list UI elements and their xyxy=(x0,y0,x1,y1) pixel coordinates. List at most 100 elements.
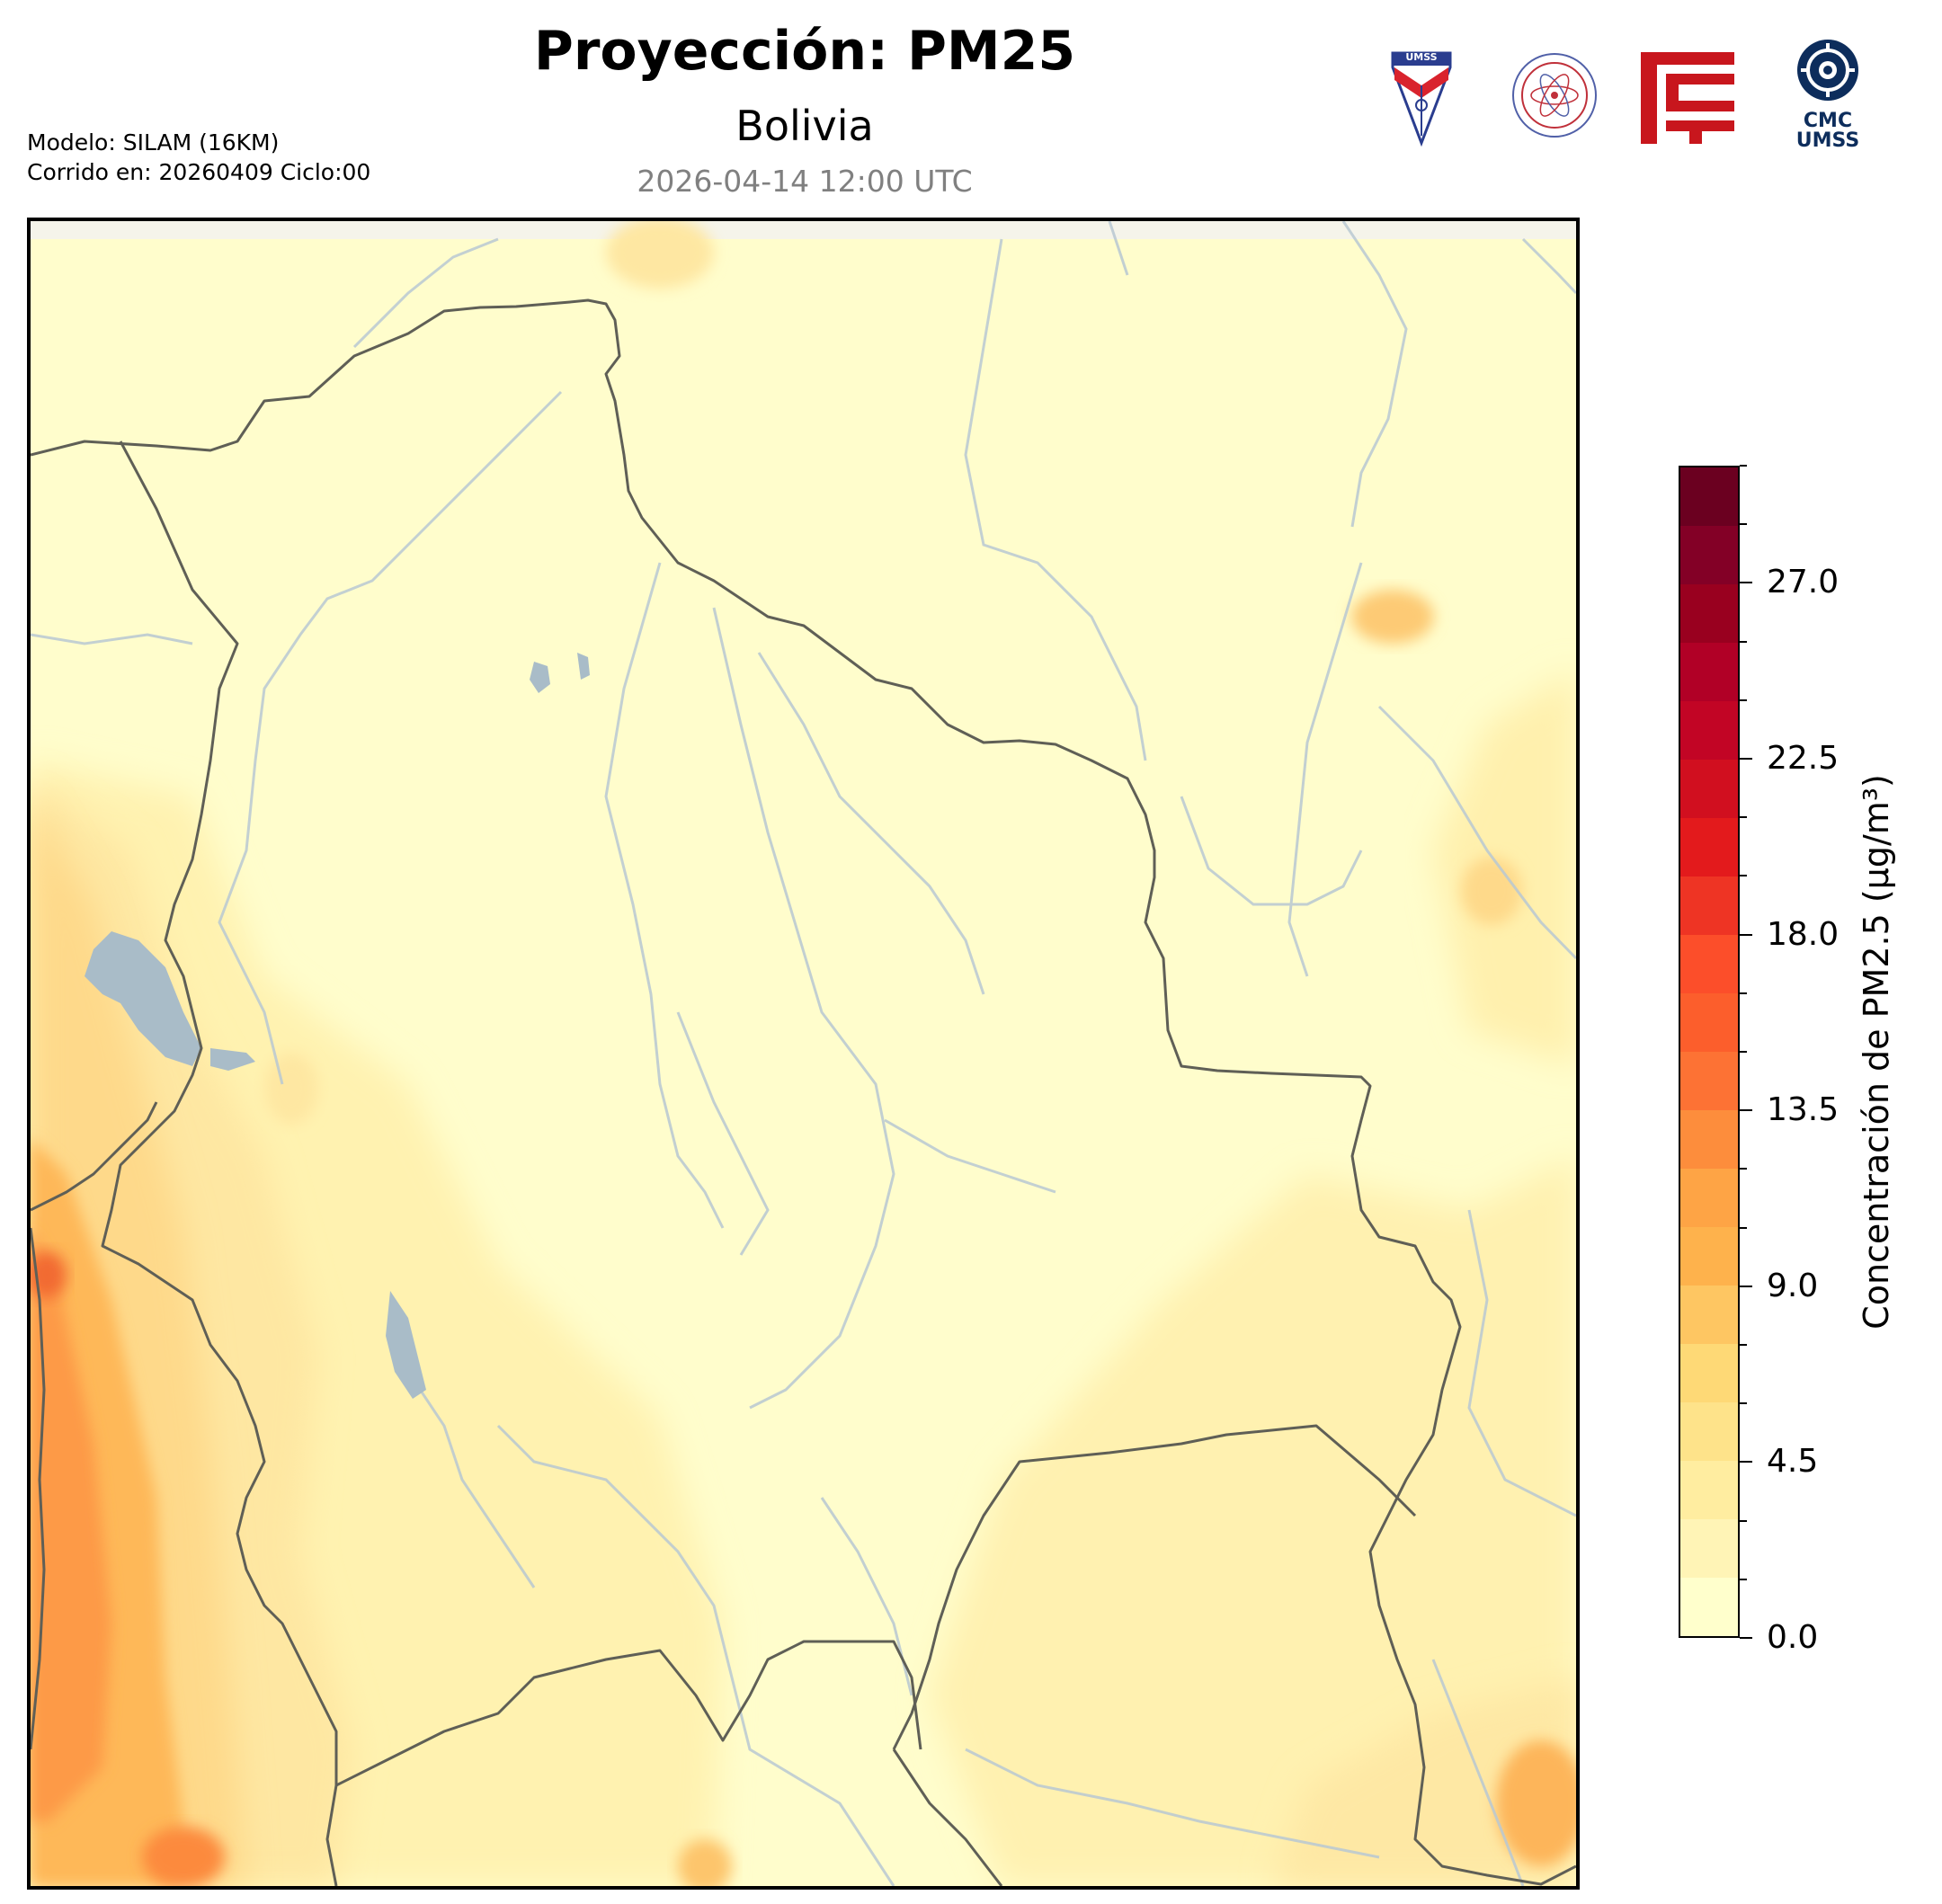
colorbar-segment xyxy=(1680,584,1738,643)
pm25-patch-center-west xyxy=(264,1053,318,1125)
colorbar-minor-tick xyxy=(1740,1226,1747,1229)
pm25-concentration-map xyxy=(27,218,1580,1890)
colorbar-minor-tick xyxy=(1740,698,1747,701)
river xyxy=(1377,705,1576,960)
river xyxy=(1467,1209,1576,1517)
colorbar-minor-tick xyxy=(1740,1051,1747,1053)
colorbar-tick-label: 0.0 xyxy=(1767,1619,1819,1656)
colorbar-segment xyxy=(1680,1402,1738,1461)
colorbar-minor-tick xyxy=(1740,1168,1747,1170)
colorbar-minor-tick xyxy=(1740,640,1747,643)
colorbar-major-tick xyxy=(1740,933,1752,936)
model-info: Modelo: SILAM (16KM) Corrido en: 2026040… xyxy=(27,128,370,187)
lake-rogagua xyxy=(530,662,550,693)
river xyxy=(604,562,725,1229)
colorbar-segment xyxy=(1680,1052,1738,1110)
run-info: Corrido en: 20260409 Ciclo:00 xyxy=(27,159,371,185)
bolivia-border-south xyxy=(892,1424,1417,1750)
colorbar-segment xyxy=(1680,1227,1738,1286)
lake-small xyxy=(577,653,590,680)
river xyxy=(884,1118,1056,1194)
rivers xyxy=(31,221,1576,1886)
umss-logo-text: UMSS xyxy=(1405,51,1438,63)
bolivia-border-west xyxy=(101,440,338,1886)
colorbar-segment xyxy=(1680,935,1738,993)
river xyxy=(964,238,1147,761)
colorbar-tick-label: 9.0 xyxy=(1767,1267,1819,1304)
colorbar-minor-tick xyxy=(1740,992,1747,994)
lakes xyxy=(85,653,590,1399)
river xyxy=(1287,562,1363,977)
forecast-datetime: 2026-04-14 12:00 UTC xyxy=(637,164,973,199)
lake-poopo xyxy=(386,1291,426,1399)
river xyxy=(1180,796,1363,906)
colorbar-segment xyxy=(1680,643,1738,701)
colorbar-tick-label: 4.5 xyxy=(1767,1443,1819,1481)
river xyxy=(218,390,563,1085)
pm25-hotspot-west xyxy=(31,1251,67,1298)
colorbar-segment xyxy=(1680,760,1738,818)
colorbar-major-tick xyxy=(1740,582,1752,584)
lake-uru-uru xyxy=(210,1048,255,1071)
country-borders xyxy=(31,298,1576,1886)
colorbar-segment xyxy=(1680,526,1738,584)
pm25-patch-south-center xyxy=(678,1839,732,1886)
peru-chile-border xyxy=(31,1101,158,1212)
colorbar-segment xyxy=(1680,1578,1738,1636)
river xyxy=(1521,237,1576,295)
pm25-hotspot-east xyxy=(1461,857,1522,925)
colorbar-minor-tick xyxy=(1740,1402,1747,1405)
colorbar-minor-tick xyxy=(1740,816,1747,819)
river xyxy=(1341,221,1408,528)
colorbar-major-tick xyxy=(1740,1637,1752,1639)
colorbar-major-tick xyxy=(1740,1109,1752,1112)
chile-border xyxy=(31,1227,46,1750)
river xyxy=(496,1424,895,1886)
colorbar-major-tick xyxy=(1740,758,1752,760)
river xyxy=(1108,221,1129,276)
colorbar-tick-label: 13.5 xyxy=(1767,1091,1840,1129)
pm25-hotspot-northeast xyxy=(1351,590,1434,644)
colorbar-minor-tick xyxy=(1740,465,1747,467)
colorbar-segment xyxy=(1680,1286,1738,1344)
colorbar-minor-tick xyxy=(1740,1519,1747,1522)
river xyxy=(352,237,499,349)
river xyxy=(965,1748,1380,1859)
colorbar-tick-label: 27.0 xyxy=(1767,564,1840,601)
colorbar-segment xyxy=(1680,818,1738,876)
colorbar-segment xyxy=(1680,1519,1738,1578)
colorbar-segment xyxy=(1680,701,1738,760)
colorbar-segment xyxy=(1680,467,1738,526)
lake-titicaca xyxy=(85,931,201,1066)
cmc-umss-logo-text: CMC UMSS xyxy=(1795,110,1860,152)
colorbar xyxy=(1679,466,1740,1638)
colorbar-tick-label: 18.0 xyxy=(1767,915,1840,953)
river xyxy=(406,1371,536,1588)
river xyxy=(757,652,985,995)
colorbar-segment xyxy=(1680,876,1738,935)
colorbar-segment xyxy=(1680,1169,1738,1227)
page-title: Proyección: PM25 xyxy=(533,20,1076,83)
cmc-umss-logo: CMC UMSS xyxy=(1787,38,1868,155)
pm25-hotspot-southwest xyxy=(142,1827,225,1886)
colorbar-minor-tick xyxy=(1740,875,1747,877)
river xyxy=(1431,1659,1525,1886)
pm25-field-andes-peak xyxy=(31,1228,111,1821)
river xyxy=(31,633,193,645)
colorbar-minor-tick xyxy=(1740,1578,1747,1580)
map-top-strip xyxy=(31,221,1576,239)
river xyxy=(676,1011,770,1256)
colorbar-label: Concentración de PM2.5 (µg/m³) xyxy=(1857,774,1896,1330)
colorbar-segment xyxy=(1680,1461,1738,1519)
bolivia-border xyxy=(31,298,1576,1886)
umss-shield-logo: UMSS xyxy=(1389,49,1454,147)
colorbar-segment xyxy=(1680,1344,1738,1402)
colorbar-major-tick xyxy=(1740,1285,1752,1287)
colorbar-segment xyxy=(1680,1110,1738,1169)
argentina-paraguay-border xyxy=(892,1748,1003,1886)
bolivia-border-southwest xyxy=(335,1640,922,1787)
colorbar-minor-tick xyxy=(1740,523,1747,526)
departamento-fisica-seal-logo xyxy=(1506,45,1603,146)
region-subtitle: Bolivia xyxy=(735,102,874,150)
pm25-hotspot-southeast xyxy=(1496,1740,1576,1866)
